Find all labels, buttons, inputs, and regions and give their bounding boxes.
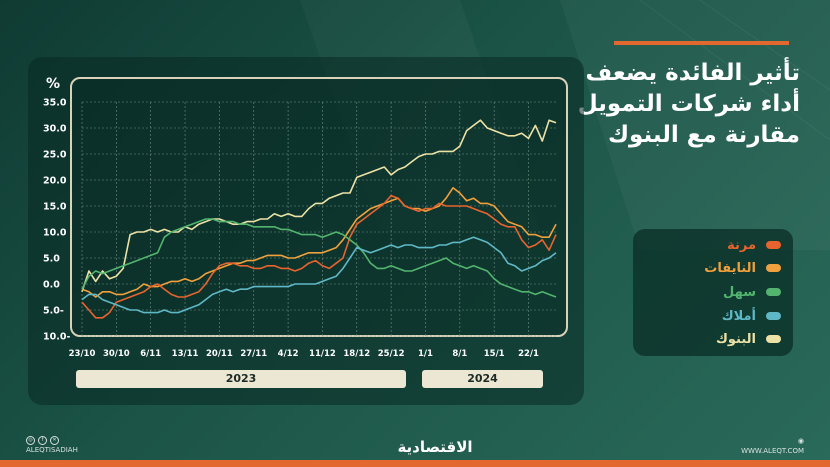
title-accent-bar [614, 41, 789, 45]
legend-label: أملاك [721, 308, 756, 324]
title-line: تأثير الفائدة يضعف [585, 60, 800, 86]
footer-website: ◉ WWW.ALEQT.COM [741, 436, 804, 456]
x-tick-label: 8/1 [452, 349, 467, 359]
title-line: أداء شركات التمويل [577, 91, 800, 117]
legend-swatch-sahl [766, 288, 781, 296]
footer-social: ◎ f ✕ ALEQTISADIAH [26, 436, 78, 455]
year-bar-2023: 2023 [76, 370, 406, 388]
x-tick-label: 25/12 [378, 349, 405, 359]
legend-item: سهل [723, 282, 781, 302]
series-line [81, 187, 557, 298]
y-tick-label: 20.0 [43, 176, 67, 187]
legend-label: سهل [723, 284, 756, 300]
y-tick-label: 0.0 [43, 280, 60, 291]
legend-item: البنوك [716, 329, 781, 349]
x-tick-label: 30/10 [103, 349, 130, 359]
x-tick-label: 18/12 [343, 349, 370, 359]
legend-item: النايفات [704, 258, 781, 278]
x-icon[interactable]: ✕ [50, 436, 59, 445]
legend-swatch-alnayefat [766, 264, 781, 272]
legend-label: البنوك [715, 331, 756, 347]
series-line [81, 119, 557, 293]
social-icons: ◎ f ✕ [26, 436, 78, 445]
series-line [81, 218, 557, 298]
legend-label: النايفات [704, 260, 756, 276]
bottom-accent-strip [0, 460, 830, 467]
y-tick-label: 10.0 [43, 228, 67, 239]
y-tick-label: 5.0- [43, 306, 64, 317]
series-line [81, 236, 557, 314]
year-bar-2024: 2024 [422, 370, 543, 388]
x-tick-label: 1/1 [418, 349, 433, 359]
x-tick-label: 13/11 [172, 349, 199, 359]
y-tick-label: 35.0 [43, 98, 67, 109]
legend-item: أملاك [722, 306, 781, 326]
legend-label: مرنة [727, 237, 756, 253]
title-line: مقارنة مع البنوك [607, 122, 800, 148]
x-tick-label: 6/11 [140, 349, 161, 359]
legend-swatch-marna [766, 241, 781, 249]
x-tick-label: 27/11 [240, 349, 267, 359]
x-tick-label: 11/12 [309, 349, 336, 359]
x-tick-label: 4/12 [278, 349, 299, 359]
chart-title: تأثير الفائدة يضعف أداء شركات التمويل مق… [570, 58, 800, 151]
legend-item: مرنة [727, 235, 781, 255]
instagram-icon[interactable]: ◎ [26, 436, 35, 445]
x-tick-label: 15/1 [484, 349, 505, 359]
legend-swatch-amlak [766, 312, 781, 320]
x-tick-label: 23/10 [69, 349, 96, 359]
website-link[interactable]: WWW.ALEQT.COM [741, 447, 804, 455]
legend: مرنة النايفات سهل أملاك البنوك [633, 229, 793, 356]
legend-swatch-banks [766, 335, 781, 343]
brand-logo: الاقتصادية [397, 438, 473, 456]
chart-frame [70, 77, 568, 337]
y-tick-label: 10.0- [43, 332, 70, 343]
y-axis-unit-label: % [46, 76, 60, 92]
y-tick-label: 5.0 [43, 254, 60, 265]
facebook-icon[interactable]: f [38, 436, 47, 445]
chart-panel [28, 57, 584, 405]
line-chart: 35.0 30.0 25.0 20.0 15.0 10.0 5.0 0.0 5.0- 10.0- 2… [43, 76, 557, 359]
x-tick-label: 22/1 [518, 349, 539, 359]
series-line [81, 194, 557, 319]
y-tick-label: 25.0 [43, 150, 67, 161]
y-tick-label: 15.0 [43, 202, 67, 213]
x-tick-label: 20/11 [206, 349, 233, 359]
social-handle[interactable]: ALEQTISADIAH [26, 446, 78, 454]
y-tick-label: 30.0 [43, 124, 67, 135]
globe-icon: ◉ [797, 437, 804, 445]
